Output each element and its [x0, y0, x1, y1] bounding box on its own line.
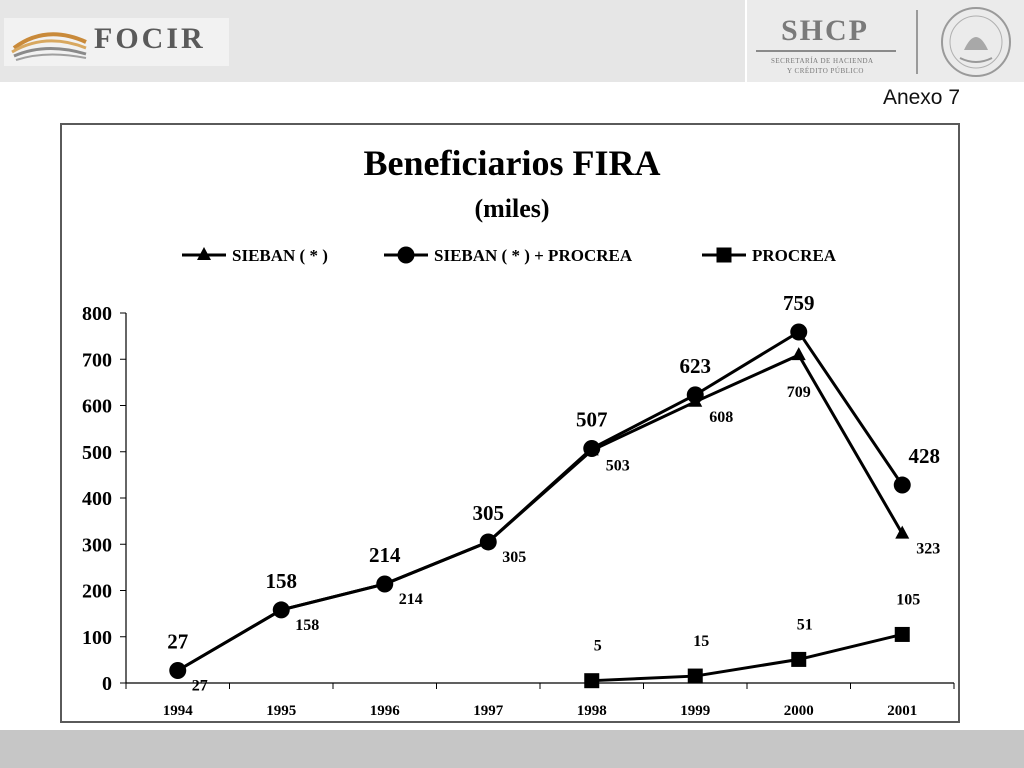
data-label-procrea: 5 [594, 638, 602, 655]
y-tick-label: 200 [82, 581, 112, 603]
y-tick-label: 600 [82, 396, 112, 418]
footer-bar [0, 730, 1024, 768]
chart-frame: Beneficiarios FIRA (miles) SIEBAN ( * ) S… [60, 123, 960, 723]
chart-title: Beneficiarios FIRA [364, 143, 661, 183]
shcp-subtitle-line1: SECRETARÍA DE HACIENDA [771, 57, 874, 65]
data-label-sieban-procrea: 507 [576, 408, 608, 432]
data-label-procrea: 105 [896, 591, 920, 608]
data-label-sieban-procrea: 158 [266, 569, 298, 593]
chart-axes: 0 100 200 300 400 500 600 700 800 1994 1995 1996 199… [82, 303, 955, 719]
circle-marker [376, 575, 394, 593]
header-left-panel: FOCIR [0, 0, 745, 82]
data-label-sieban-procrea: 305 [473, 501, 505, 525]
data-label-sieban: 158 [295, 617, 319, 634]
shcp-brand-text: SHCP [781, 14, 870, 47]
triangle-marker [197, 247, 211, 260]
x-tick-label: 1997 [473, 703, 504, 719]
x-tick-label: 1995 [266, 703, 296, 719]
data-label-procrea: 51 [797, 616, 813, 633]
circle-marker [686, 386, 704, 404]
square-marker [687, 668, 703, 684]
focir-emblem-icon [11, 32, 87, 61]
chart-data-labels: 27 158 214 305 503 608 709 323 27 158 214 305 507 623… [167, 291, 940, 695]
circle-marker [893, 476, 911, 494]
data-label-procrea: 15 [693, 633, 709, 650]
line-chart: Beneficiarios FIRA (miles) SIEBAN ( * ) S… [82, 143, 955, 719]
square-marker [791, 651, 807, 667]
data-label-sieban-procrea: 214 [369, 543, 401, 567]
mexico-seal-icon [941, 7, 1011, 77]
shcp-underline [756, 50, 896, 52]
data-label-sieban-procrea: 428 [909, 444, 941, 468]
chart-subtitle: (miles) [474, 194, 549, 223]
data-label-sieban-procrea: 759 [783, 291, 815, 315]
data-label-sieban: 608 [709, 409, 733, 426]
legend-label: SIEBAN ( * ) [232, 246, 328, 265]
chart-legend: SIEBAN ( * ) SIEBAN ( * ) + PROCREA PROCRE… [182, 246, 837, 265]
x-tick-label: 1996 [370, 703, 401, 719]
annex-label: Anexo 7 [882, 86, 960, 109]
focir-logo [4, 18, 229, 66]
data-label-sieban: 323 [916, 541, 940, 558]
x-tick-label: 1994 [163, 703, 194, 719]
legend-label: SIEBAN ( * ) + PROCREA [434, 246, 633, 265]
circle-marker [479, 533, 497, 551]
x-tick-label: 1998 [577, 703, 607, 719]
data-label-sieban: 27 [192, 678, 208, 695]
series-line [591, 632, 903, 683]
data-label-sieban: 214 [399, 591, 423, 608]
legend-label: PROCREA [752, 246, 837, 265]
data-label-sieban: 305 [502, 549, 526, 566]
data-label-sieban-procrea: 623 [680, 354, 712, 378]
data-label-sieban-procrea: 27 [167, 630, 188, 654]
series-line [176, 353, 904, 672]
y-tick-label: 500 [82, 442, 112, 464]
circle-marker [272, 601, 290, 619]
square-marker [716, 247, 732, 263]
chart-lines [169, 323, 911, 689]
y-tick-label: 0 [102, 673, 112, 695]
focir-brand-text: FOCIR [94, 22, 206, 55]
y-tick-label: 800 [82, 303, 112, 325]
x-tick-label: 2001 [887, 703, 917, 719]
data-label-sieban: 503 [606, 457, 630, 474]
square-marker [584, 673, 600, 689]
shcp-subtitle-line2: Y CRÉDITO PÚBLICO [787, 67, 864, 75]
y-tick-label: 100 [82, 627, 112, 649]
x-tick-label: 1999 [680, 703, 710, 719]
triangle-marker [895, 525, 910, 539]
circle-marker [169, 662, 187, 680]
x-tick-label: 2000 [784, 703, 814, 719]
data-label-sieban: 709 [787, 384, 811, 401]
y-tick-label: 400 [82, 488, 112, 510]
y-tick-label: 700 [82, 349, 112, 371]
triangle-marker [791, 347, 806, 361]
circle-marker [790, 323, 808, 341]
circle-marker [397, 246, 415, 264]
y-tick-label: 300 [82, 534, 112, 556]
header-bar: FOCIR SHCP SECRETARÍA DE HACIENDA Y CRÉD… [0, 0, 1024, 82]
circle-marker [583, 440, 601, 458]
series-line [176, 329, 904, 672]
header-divider [916, 10, 918, 74]
square-marker [894, 626, 910, 642]
